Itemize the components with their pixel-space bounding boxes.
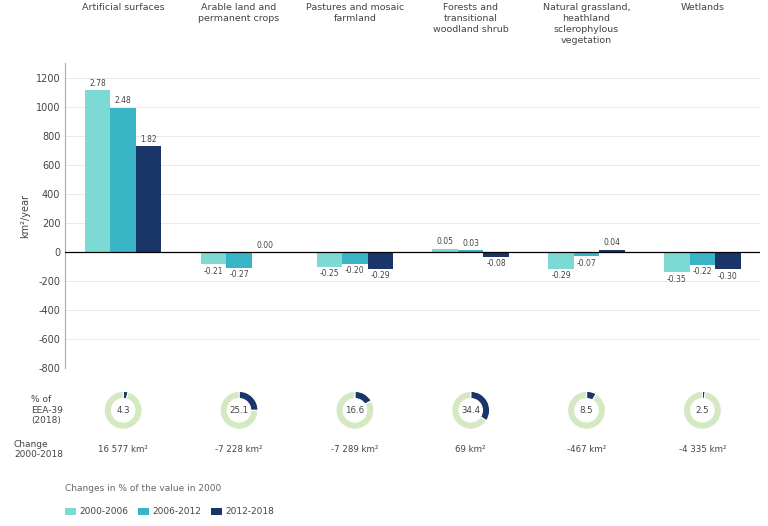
Text: 34.4: 34.4 (461, 406, 480, 415)
Bar (690, 252, 715, 265)
Text: 0.05: 0.05 (437, 237, 454, 247)
Bar (548, 252, 574, 269)
Wedge shape (452, 391, 486, 429)
Bar (599, 250, 625, 252)
Wedge shape (471, 391, 490, 421)
Text: -0.29: -0.29 (551, 271, 571, 280)
Text: 2006-2012: 2006-2012 (152, 507, 201, 516)
Text: Changes in % of the value in 2000: Changes in % of the value in 2000 (65, 483, 221, 493)
Text: Artificial surfaces: Artificial surfaces (82, 3, 164, 12)
Bar (136, 146, 161, 252)
Wedge shape (123, 391, 128, 399)
Y-axis label: km²/year: km²/year (20, 194, 30, 238)
Text: -467 km²: -467 km² (567, 445, 606, 454)
Bar (85, 90, 111, 252)
Text: 2.78: 2.78 (89, 79, 106, 88)
Text: 4.3: 4.3 (117, 406, 130, 415)
Text: -7 228 km²: -7 228 km² (215, 445, 263, 454)
Text: 0.03: 0.03 (462, 239, 479, 248)
Bar (484, 252, 509, 257)
Text: -0.27: -0.27 (229, 270, 249, 279)
Bar (111, 108, 136, 252)
Bar (715, 252, 740, 269)
Text: Wetlands: Wetlands (680, 3, 724, 12)
Text: -0.20: -0.20 (345, 266, 365, 275)
Wedge shape (104, 391, 142, 429)
Wedge shape (703, 391, 705, 399)
Text: 2.48: 2.48 (115, 96, 131, 105)
Text: % of
EEA-39
(2018): % of EEA-39 (2018) (31, 396, 63, 425)
Wedge shape (239, 391, 258, 410)
Text: -0.21: -0.21 (204, 267, 223, 276)
Wedge shape (568, 391, 605, 429)
Text: 0.04: 0.04 (604, 238, 621, 247)
Bar (664, 252, 690, 272)
Text: 25.1: 25.1 (230, 406, 249, 415)
Text: 1.82: 1.82 (141, 135, 157, 144)
Bar (342, 252, 368, 264)
Text: 2000-2006: 2000-2006 (79, 507, 128, 516)
Text: -0.08: -0.08 (486, 259, 506, 268)
Text: 69 km²: 69 km² (455, 445, 486, 454)
Text: Natural grassland,
heathland
sclerophylous
vegetation: Natural grassland, heathland sclerophylo… (543, 3, 631, 45)
Wedge shape (220, 391, 258, 429)
Text: 8.5: 8.5 (580, 406, 594, 415)
Text: Pastures and mosaic
farmland: Pastures and mosaic farmland (306, 3, 404, 23)
Text: Change
2000-2018: Change 2000-2018 (14, 440, 63, 459)
Bar (368, 252, 393, 269)
Wedge shape (336, 391, 374, 429)
Wedge shape (684, 391, 721, 429)
Text: -0.22: -0.22 (693, 267, 712, 276)
Text: -0.29: -0.29 (370, 271, 390, 280)
Bar (316, 252, 342, 267)
Bar (458, 250, 484, 252)
Text: -7 289 km²: -7 289 km² (331, 445, 379, 454)
Bar (200, 252, 227, 264)
Bar (227, 252, 252, 268)
Text: -0.07: -0.07 (577, 259, 597, 268)
Text: 16.6: 16.6 (346, 406, 365, 415)
Text: 2012-2018: 2012-2018 (225, 507, 274, 516)
Text: -0.25: -0.25 (319, 269, 339, 278)
Bar (574, 252, 599, 256)
Text: -0.35: -0.35 (667, 275, 687, 284)
Wedge shape (355, 391, 371, 404)
Text: -0.30: -0.30 (718, 272, 738, 281)
Wedge shape (587, 391, 596, 400)
Text: 16 577 km²: 16 577 km² (98, 445, 148, 454)
Bar (432, 249, 458, 252)
Text: -4 335 km²: -4 335 km² (679, 445, 727, 454)
Text: Arable land and
permanent crops: Arable land and permanent crops (198, 3, 280, 23)
Text: 2.5: 2.5 (696, 406, 709, 415)
Text: 0.00: 0.00 (256, 241, 273, 250)
Text: Forests and
transitional
woodland shrub: Forests and transitional woodland shrub (433, 3, 508, 34)
